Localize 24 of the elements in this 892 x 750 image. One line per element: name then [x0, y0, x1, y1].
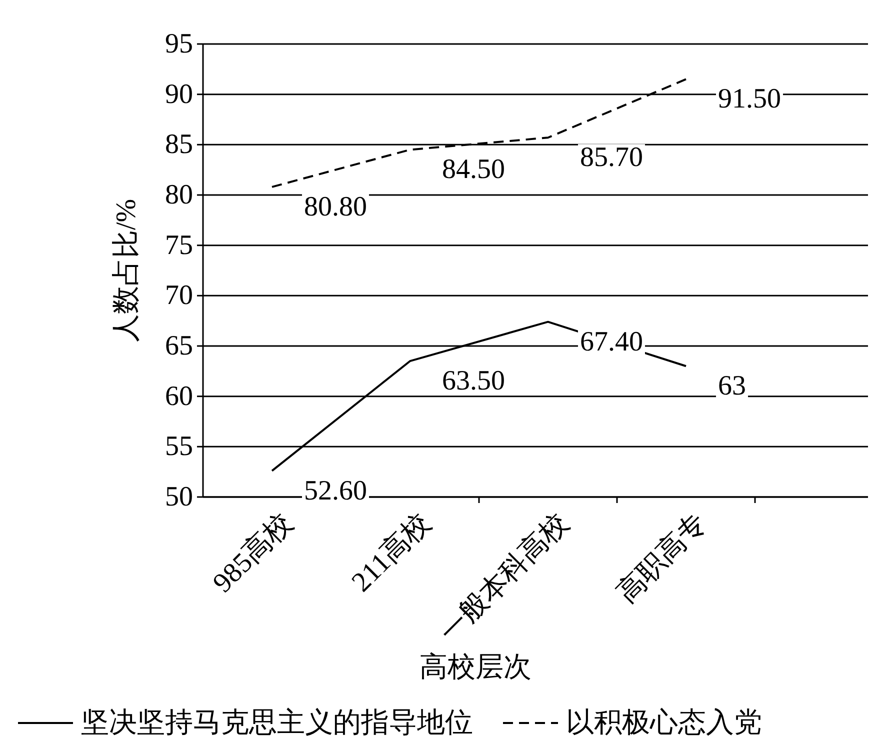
x-tick-label: 985高校 [207, 508, 299, 599]
y-tick-label: 80 [165, 180, 193, 210]
y-tick-label: 60 [165, 380, 193, 412]
data-label: 67.40 [580, 326, 643, 358]
data-label: 63.50 [442, 366, 505, 397]
y-axis-title: 人数占比/% [111, 198, 142, 342]
x-axis-title: 高校层次 [420, 652, 532, 683]
y-tick-label: 50 [165, 482, 193, 512]
data-label: 84.50 [442, 154, 505, 186]
data-label: 63 [718, 370, 746, 402]
data-label: 80.80 [304, 191, 367, 222]
y-tick-label: 90 [165, 78, 193, 110]
data-label: 91.50 [718, 84, 781, 115]
y-tick-label: 85 [165, 129, 193, 160]
y-tick-label: 55 [165, 431, 193, 462]
data-label: 85.70 [580, 142, 643, 174]
y-tick-label: 70 [165, 280, 193, 312]
y-tick-label: 95 [165, 28, 193, 60]
legend-label: 坚决坚持马克思主义的指导地位 [81, 708, 473, 738]
y-tick-label: 65 [165, 330, 193, 362]
legend-label: 以积极心态入党 [566, 708, 762, 738]
x-tick-label: 高职高专 [611, 508, 713, 609]
y-tick-label: 75 [165, 230, 193, 261]
data-label: 52.60 [304, 475, 367, 506]
